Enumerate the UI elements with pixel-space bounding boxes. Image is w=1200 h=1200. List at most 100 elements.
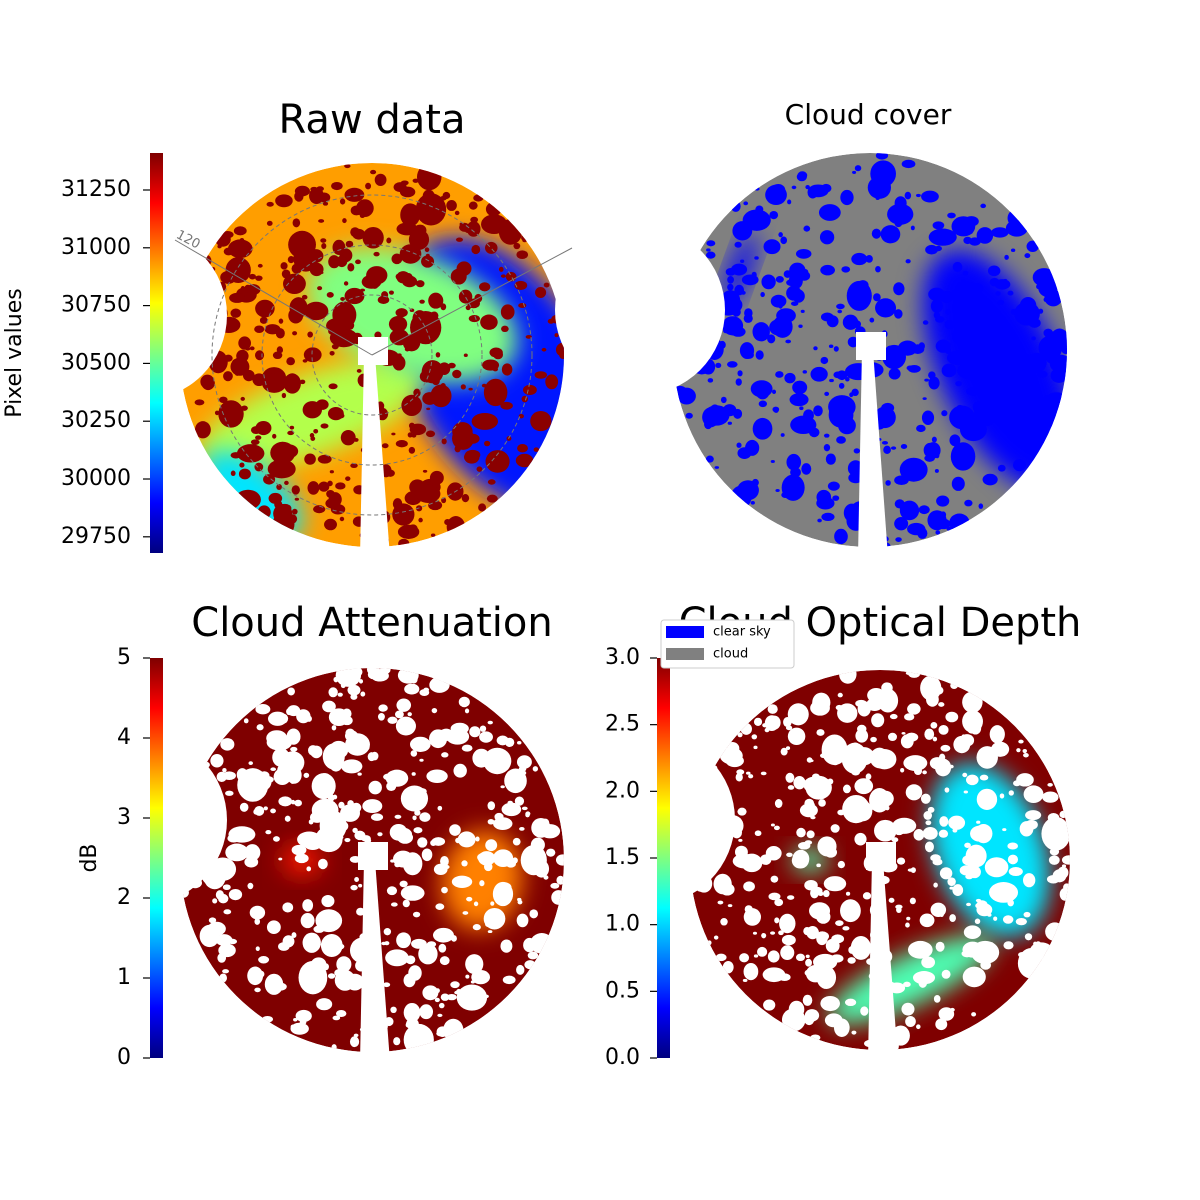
- cloud-blob: [852, 170, 857, 174]
- cloud-blob: [418, 517, 423, 523]
- cloud-blob: [1046, 392, 1067, 405]
- cloud-blob: [849, 392, 854, 398]
- cloud-blob: [922, 397, 927, 400]
- cloud-blob: [261, 1015, 274, 1023]
- cloud-blob: [738, 838, 743, 842]
- cloud-blob: [1059, 818, 1064, 824]
- cloud-blob: [440, 855, 449, 867]
- cloud-blob: [945, 711, 959, 723]
- cloud-blob: [332, 1015, 341, 1021]
- cloud-blob: [358, 883, 363, 888]
- cloud-blob: [809, 902, 831, 920]
- cloud-blob: [291, 932, 297, 939]
- cloud-blob: [400, 785, 429, 812]
- cloud-blob: [979, 774, 989, 781]
- cloud-blob: [291, 799, 296, 805]
- cloud-blob: [476, 466, 483, 472]
- cloud-blob: [781, 934, 796, 946]
- cloud-blob: [881, 682, 893, 694]
- cloud-blob: [433, 863, 448, 875]
- cloud-blob: [713, 935, 719, 940]
- cloud-blob: [791, 277, 800, 287]
- cloud-blob: [303, 836, 323, 851]
- cloud-blob: [335, 1009, 347, 1018]
- cloud-blob: [407, 712, 412, 717]
- cloud-blob: [501, 325, 509, 333]
- cloud-blob: [332, 794, 338, 800]
- cloud-blob: [857, 724, 867, 734]
- cloud-blob: [266, 201, 274, 207]
- cloud-blob: [429, 990, 434, 995]
- cloud-blob: [742, 209, 771, 231]
- cloud-blob: [792, 289, 805, 303]
- cloud-blob: [384, 941, 390, 946]
- cloud-blob: [795, 248, 812, 259]
- cloud-blob: [907, 670, 921, 678]
- cloud-blob: [920, 793, 931, 804]
- cloud-blob: [778, 930, 784, 936]
- cloud-blob: [900, 767, 905, 773]
- cloud-blob: [888, 897, 895, 903]
- cloud-blob: [534, 371, 547, 379]
- cloud-blob: [396, 932, 411, 949]
- cloud-blob: [479, 282, 491, 292]
- cloud-blob: [336, 413, 345, 419]
- cloud-blob: [194, 421, 211, 439]
- cloud-blob: [259, 771, 270, 780]
- cloud-blob: [279, 713, 289, 724]
- cloud-blob: [278, 857, 283, 861]
- legend-label: clear sky: [713, 625, 771, 640]
- cloud-blob: [867, 687, 886, 703]
- cloud-blob: [270, 808, 276, 814]
- cloud-blob: [989, 725, 1005, 744]
- cloud-blob: [743, 201, 749, 206]
- cloud-blob: [893, 282, 905, 296]
- cloud-blob: [530, 837, 545, 853]
- cloud-blob: [840, 189, 854, 206]
- image-notch: [555, 225, 725, 395]
- cloud-blob: [401, 394, 423, 416]
- cloud-blob: [487, 818, 495, 825]
- cloud-blob: [750, 500, 755, 505]
- colorbar-tick-label: 2.5: [605, 712, 640, 737]
- cloud-blob: [1049, 354, 1067, 373]
- cloud-blob: [399, 186, 416, 198]
- cloud-blob: [383, 928, 392, 936]
- cloud-blob: [1007, 854, 1019, 865]
- cloud-blob: [903, 755, 928, 771]
- cloud-blob: [543, 282, 550, 288]
- cloud-blob: [284, 815, 291, 822]
- cloud-blob: [847, 336, 859, 348]
- cloud-blob: [999, 793, 1005, 799]
- cloud-blob: [559, 350, 564, 360]
- mast-shadow: [360, 355, 390, 557]
- cloud-blob: [838, 382, 845, 389]
- cloud-blob: [916, 424, 926, 433]
- cloud-blob: [267, 459, 296, 479]
- cloud-blob: [1016, 773, 1034, 787]
- cloud-blob: [388, 290, 394, 295]
- cloud-blob: [329, 350, 335, 356]
- cloud-blob: [446, 200, 457, 211]
- cloud-blob: [345, 973, 364, 991]
- cloud-blob: [918, 342, 926, 350]
- cloud-blob: [254, 987, 261, 993]
- cloud-blob: [771, 184, 786, 196]
- cloud-blob: [875, 703, 882, 710]
- cloud-blob: [841, 742, 868, 774]
- cloud-blob: [223, 371, 233, 382]
- cloud-blob: [239, 462, 245, 468]
- cloud-blob: [1018, 739, 1024, 744]
- cloud-blob: [366, 266, 388, 285]
- cloud-blob: [775, 276, 784, 283]
- cloud-blob: [1044, 289, 1063, 307]
- cloud-blob: [774, 917, 780, 924]
- cloud-blob: [1045, 922, 1065, 941]
- cloud-blob: [934, 468, 939, 473]
- cloud-blob: [344, 321, 355, 330]
- cloud-blob: [517, 740, 522, 745]
- cloud-blob: [964, 842, 971, 848]
- cloud-blob: [931, 378, 937, 382]
- cloud-blob: [1059, 887, 1070, 901]
- cloud-blob: [258, 970, 265, 978]
